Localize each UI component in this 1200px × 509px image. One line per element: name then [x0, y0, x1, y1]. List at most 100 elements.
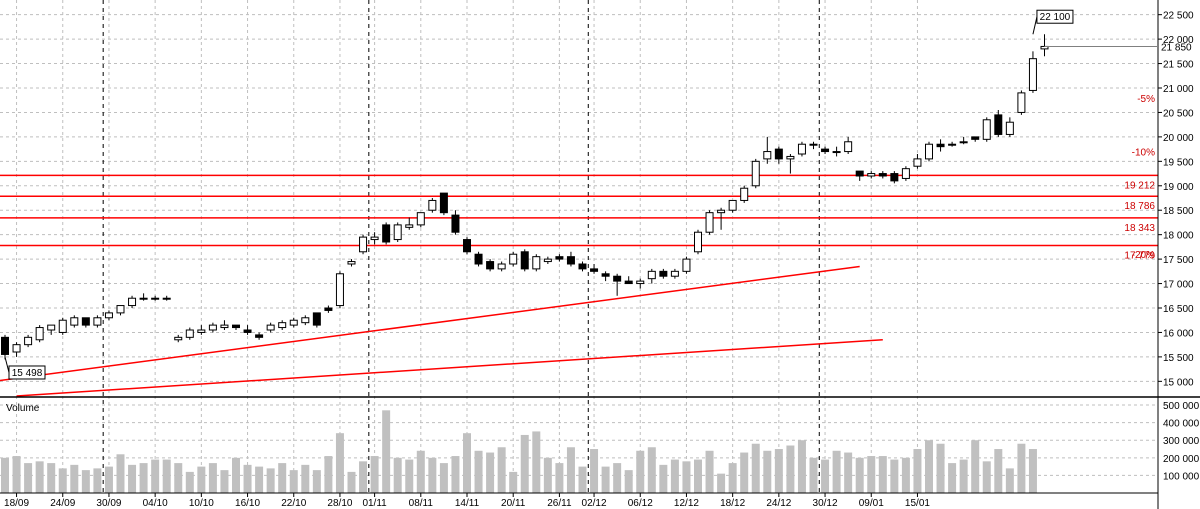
candle-body-down: [232, 324, 240, 329]
candlestick: [232, 324, 240, 330]
date-tick-label: 15/01: [905, 498, 930, 509]
candle-body-up: [901, 168, 910, 179]
candlestick: [301, 315, 310, 326]
candle-body-up: [151, 297, 160, 300]
date-tick-label: 22/10: [281, 498, 306, 509]
volume-bar: [694, 459, 702, 493]
candle-body-up: [1017, 92, 1026, 113]
date-tick-label: 20/11: [501, 498, 526, 509]
candle-body-down: [890, 173, 899, 182]
volume-bar: [81, 470, 90, 493]
volume-bar: [405, 459, 414, 493]
volume-bar: [728, 463, 737, 493]
volume-y-axis: 100 000 200 000 300 000 400 000 500 000: [1163, 401, 1200, 482]
date-tick-label: 18/09: [4, 498, 29, 509]
date-tick-label: 01/11: [362, 498, 387, 509]
volume-bar: [12, 456, 21, 493]
candle-body-down: [971, 136, 980, 140]
volume-bar: [509, 471, 518, 493]
trend-lines: [0, 265, 883, 397]
candlestick: [925, 141, 933, 162]
volume-bar: [878, 456, 887, 493]
date-tick-label: 30/09: [96, 498, 121, 509]
volume-bar: [486, 452, 495, 493]
candlestick: [486, 259, 495, 272]
support-lines: [0, 174, 1158, 247]
candlestick: [439, 192, 448, 216]
candle-body-up: [220, 324, 229, 329]
volume-bar: [590, 449, 599, 493]
candlestick: [278, 320, 287, 330]
volume-bar: [624, 470, 633, 493]
date-tick-label: 12/12: [674, 498, 699, 509]
price-tick-label: 15 500: [1163, 353, 1194, 364]
volume-bar: [428, 457, 437, 493]
volume-bar: [555, 463, 564, 493]
candlestick: [647, 268, 656, 284]
volume-bar: [232, 457, 240, 493]
candle-body-down: [624, 280, 633, 285]
candlestick: [370, 232, 379, 245]
candle-body-up: [93, 317, 102, 326]
volume-bar: [532, 431, 541, 493]
candle-body-down: [451, 214, 460, 233]
candle-body-up: [359, 236, 368, 253]
volume-bar: [809, 457, 818, 493]
volume-bar: [255, 466, 264, 493]
candle-body-up: [497, 263, 506, 270]
period-divider-lines: [102, 0, 820, 493]
candlestick: [624, 276, 633, 285]
candle-body-up: [58, 319, 67, 333]
candle-body-up: [405, 224, 414, 228]
candle-body-up: [393, 224, 402, 241]
price-tick-label: 17 000: [1163, 280, 1194, 291]
candle-body-up: [670, 270, 679, 277]
candle-body-up: [694, 231, 702, 253]
candle-body-up: [1005, 121, 1014, 135]
candlestick: [590, 264, 599, 274]
volume-bar: [439, 463, 448, 493]
volume-bar: [93, 468, 102, 493]
volume-bar: [913, 449, 922, 493]
candle-body-down: [878, 173, 887, 177]
candle-body-down: [486, 261, 495, 270]
price-tick-label: 22 000: [1163, 35, 1194, 46]
volume-bar: [890, 459, 899, 493]
volume-bar: [520, 434, 529, 493]
date-tick-label: 26/11: [547, 498, 572, 509]
price-tick-label: 18 500: [1163, 206, 1194, 217]
candle-body-up: [335, 273, 344, 307]
candle-body-up: [289, 319, 298, 326]
date-tick-label: 09/01: [859, 498, 884, 509]
candlestick: [855, 170, 864, 181]
candlestick: [832, 146, 841, 157]
candlestick: [266, 322, 275, 333]
candle-body-down: [1, 336, 9, 355]
last-price-label: 21 850: [1161, 42, 1192, 53]
volume-bar: [1005, 468, 1014, 493]
candlestick: [670, 268, 679, 279]
candle-body-up: [12, 344, 21, 353]
volume-bar: [705, 450, 714, 493]
candle-body-down: [474, 253, 483, 265]
candlestick: [24, 334, 33, 348]
price-tick-label: 20 500: [1163, 108, 1194, 119]
candlestick: [948, 141, 957, 147]
candlestick: [740, 185, 749, 203]
date-tick-label: 24/09: [50, 498, 75, 509]
candlestick: [58, 317, 67, 335]
percent-level-label: -10%: [1132, 148, 1155, 159]
volume-bar: [266, 468, 275, 493]
candle-body-up: [740, 187, 749, 201]
price-y-axis: 15 000 15 500 16 000 16 500 17 000 17 500 18 0…: [1158, 11, 1194, 388]
candlestick: [994, 110, 1003, 137]
candlestick: [959, 136, 968, 145]
candlestick: [555, 254, 564, 262]
volume-bar: [821, 459, 830, 493]
volume-tick-label: 500 000: [1163, 401, 1200, 412]
volume-bar: [855, 457, 864, 493]
volume-bar: [47, 463, 56, 493]
candlestick: [162, 295, 171, 301]
candlestick: [243, 325, 252, 335]
candlestick: [393, 222, 402, 242]
